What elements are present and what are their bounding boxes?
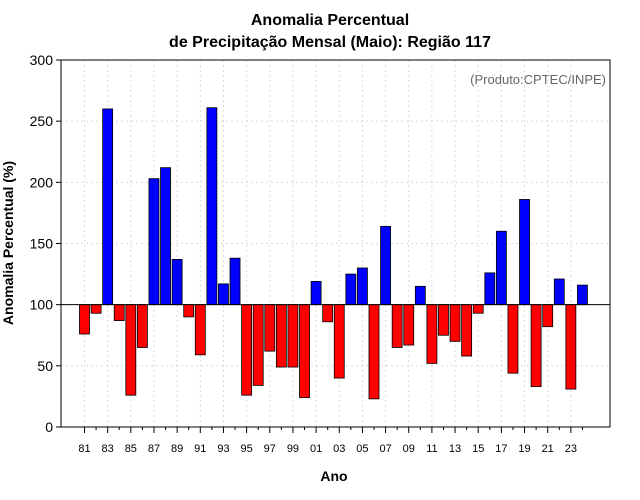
bar-81 — [79, 304, 90, 335]
x-tick-label: 87 — [148, 443, 160, 455]
bar-97 — [264, 304, 276, 352]
bar-09 — [403, 304, 415, 346]
bar-08 — [391, 304, 403, 348]
y-tick-label: 250 — [30, 113, 54, 129]
x-tick-label: 07 — [379, 443, 391, 455]
bar-85 — [125, 304, 137, 396]
bar-05 — [357, 267, 368, 306]
bars — [79, 107, 588, 400]
x-axis: 81 83 85 87 89 91 93 95 97 99 01 03 05 07 09 11 13 15 17 19… — [78, 427, 583, 455]
bar-88 — [160, 167, 171, 306]
x-tick-label: 81 — [78, 443, 90, 455]
x-tick-label: 11 — [426, 443, 437, 455]
bar-92 — [206, 107, 218, 306]
bar-00 — [299, 304, 310, 399]
bar-06 — [368, 304, 380, 400]
bar-22 — [553, 278, 565, 306]
x-tick-label: 89 — [171, 443, 183, 455]
bar-94 — [229, 257, 241, 306]
bar-15 — [472, 304, 484, 314]
bar-21 — [542, 304, 554, 328]
bar-86 — [136, 304, 148, 348]
bar-84 — [113, 304, 125, 321]
y-tick-label: 200 — [30, 174, 54, 190]
bar-18 — [507, 304, 519, 374]
x-tick-label: 17 — [495, 443, 507, 455]
bar-17 — [495, 230, 507, 306]
x-tick-label: 15 — [472, 443, 484, 455]
x-tick-label: 95 — [240, 443, 252, 455]
bar-07 — [380, 225, 391, 306]
bar-91 — [194, 304, 206, 356]
x-tick-label: 97 — [264, 443, 276, 455]
bar-87 — [148, 178, 160, 306]
bar-11 — [426, 304, 438, 364]
chart-title: Anomalia Percentual — [251, 12, 409, 29]
bar-13 — [449, 304, 461, 342]
x-tick-label: 99 — [287, 443, 299, 455]
bar-93 — [218, 283, 229, 306]
x-tick-label: 23 — [565, 443, 577, 455]
chart-subtitle: de Precipitação Mensal (Maio): Região 11… — [169, 34, 491, 51]
bar-23 — [565, 304, 577, 390]
x-tick-label: 85 — [125, 443, 137, 455]
bar-90 — [183, 304, 195, 318]
bar-83 — [102, 108, 114, 306]
x-tick-label: 01 — [310, 443, 322, 455]
y-tick-label: 100 — [30, 297, 54, 313]
bar-12 — [438, 304, 449, 336]
x-tick-label: 13 — [449, 443, 461, 455]
bar-16 — [484, 272, 496, 306]
bar-03 — [333, 304, 345, 379]
y-tick-label: 150 — [30, 236, 54, 252]
bar-19 — [519, 199, 530, 306]
y-tick-label: 0 — [45, 419, 53, 435]
bar-02 — [322, 304, 334, 323]
x-axis-label: Ano — [320, 468, 347, 484]
y-axis: 0 50 100 150 200 250 300 — [30, 52, 61, 435]
bar-96 — [252, 304, 264, 386]
x-tick-label: 09 — [403, 443, 415, 455]
x-tick-label: 93 — [217, 443, 229, 455]
x-tick-label: 05 — [356, 443, 368, 455]
x-tick-label: 19 — [518, 443, 530, 455]
y-tick-label: 50 — [37, 358, 53, 374]
bar-10 — [414, 285, 426, 306]
bar-14 — [461, 304, 473, 357]
x-tick-label: 21 — [542, 443, 554, 455]
bar-98 — [275, 304, 287, 368]
x-tick-label: 03 — [333, 443, 345, 455]
bar-82 — [90, 304, 102, 314]
bar-95 — [241, 304, 253, 396]
y-axis-label: Anomalia Percentual (%) — [0, 161, 16, 325]
x-tick-label: 83 — [102, 443, 114, 455]
bar-20 — [530, 304, 542, 388]
bar-24 — [577, 284, 588, 306]
x-tick-label: 91 — [194, 443, 206, 455]
y-tick-label: 300 — [30, 52, 54, 68]
product-annotation: (Produto:CPTEC/INPE) — [470, 72, 606, 87]
bar-04 — [345, 273, 357, 306]
bar-99 — [287, 304, 299, 368]
bar-01 — [310, 281, 322, 306]
bar-89 — [171, 259, 183, 306]
